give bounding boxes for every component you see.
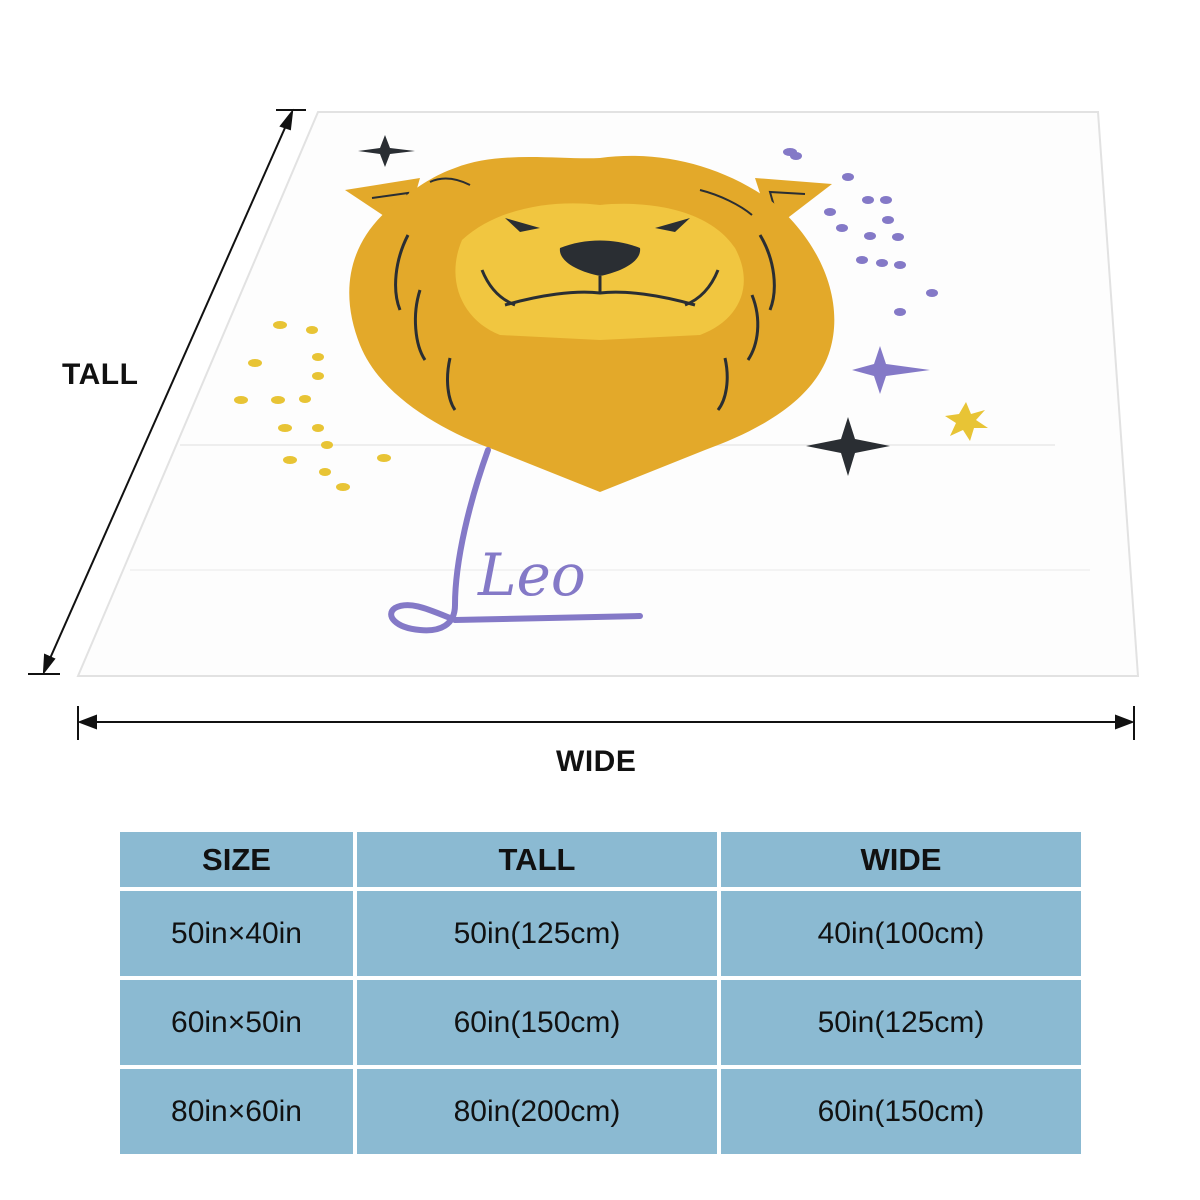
wide-dimension-arrow bbox=[77, 706, 1135, 740]
cell-wide: 40in(100cm) bbox=[721, 891, 1081, 976]
table-row: 60in×50in 60in(150cm) 50in(125cm) bbox=[120, 980, 1081, 1065]
yellow-star-icon bbox=[945, 402, 988, 441]
purple-sparkle-icon bbox=[852, 346, 930, 394]
header-wide: WIDE bbox=[721, 832, 1081, 887]
header-size: SIZE bbox=[120, 832, 353, 887]
cell-tall: 50in(125cm) bbox=[357, 891, 717, 976]
table-header-row: SIZE TALL WIDE bbox=[120, 832, 1081, 887]
tall-label: TALL bbox=[62, 358, 139, 391]
dark-sparkle-icon bbox=[806, 417, 890, 476]
cell-tall: 80in(200cm) bbox=[357, 1069, 717, 1154]
cell-wide: 50in(125cm) bbox=[721, 980, 1081, 1065]
cell-size: 80in×60in bbox=[120, 1069, 353, 1154]
dark-sparkle-icon bbox=[358, 135, 415, 167]
cell-size: 50in×40in bbox=[120, 891, 353, 976]
wide-label: WIDE bbox=[556, 745, 637, 778]
yellow-dots bbox=[234, 321, 391, 491]
product-illustration: Leo bbox=[28, 108, 1140, 740]
table-row: 50in×40in 50in(125cm) 40in(100cm) bbox=[120, 891, 1081, 976]
header-tall: TALL bbox=[357, 832, 717, 887]
leo-text: Leo bbox=[477, 541, 586, 609]
purple-dots bbox=[783, 148, 938, 316]
cell-tall: 60in(150cm) bbox=[357, 980, 717, 1065]
leo-lettering: Leo bbox=[388, 447, 643, 634]
size-table: SIZE TALL WIDE 50in×40in 50in(125cm) 40i… bbox=[116, 828, 1085, 1158]
cell-size: 60in×50in bbox=[120, 980, 353, 1065]
cell-wide: 60in(150cm) bbox=[721, 1069, 1081, 1154]
lion-head-illustration bbox=[345, 155, 835, 493]
table-row: 80in×60in 80in(200cm) 60in(150cm) bbox=[120, 1069, 1081, 1154]
tall-dimension-arrow bbox=[28, 108, 306, 676]
